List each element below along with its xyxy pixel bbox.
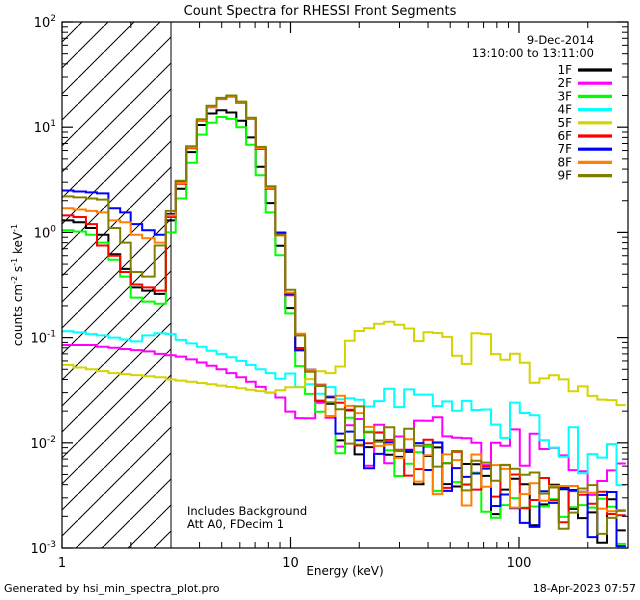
- y-label-exp2: -1: [10, 258, 19, 266]
- svg-text:counts cm-2 s-1 keV-1: counts cm-2 s-1 keV-1: [10, 224, 25, 346]
- legend-label-4F: 4F: [557, 103, 572, 117]
- y-tick-label: 102: [34, 14, 56, 31]
- legend-label-5F: 5F: [557, 116, 572, 130]
- y-tick-label: 10-1: [30, 330, 56, 347]
- footer-generator: Generated by hsi_min_spectra_plot.pro: [4, 582, 220, 595]
- plot-frame: [61, 21, 629, 549]
- legend-label-9F: 9F: [557, 169, 572, 183]
- note-includes-background: Includes Background: [187, 504, 307, 518]
- y-tick-label: 10-3: [30, 540, 56, 557]
- legend-label-7F: 7F: [557, 142, 572, 156]
- axis-ticks: [61, 21, 629, 549]
- series-line-5F: [62, 320, 626, 407]
- series-line-4F: [62, 330, 626, 487]
- page-title: Count Spectra for RHESSI Front Segments: [184, 4, 457, 19]
- series-line-9F: [62, 94, 626, 535]
- legend-label-2F: 2F: [557, 76, 572, 90]
- y-tick-label: 101: [34, 119, 56, 136]
- y-tick-labels: 102 101 100 10-1 10-2 10-3: [30, 14, 56, 557]
- y-label-exp1: -2: [10, 276, 19, 284]
- x-tick-labels: 1 10 100: [58, 556, 532, 571]
- y-label-mid: s: [11, 266, 25, 276]
- legend-label-1F: 1F: [557, 63, 572, 77]
- y-label-base: counts cm: [11, 284, 25, 346]
- y-tick-label: 100: [34, 224, 57, 241]
- y-label-exp3: -1: [10, 224, 19, 232]
- legend-label-8F: 8F: [557, 155, 572, 169]
- series-line-2F: [62, 344, 626, 496]
- y-tick-label: 10-2: [30, 435, 56, 452]
- x-tick-label: 1: [58, 556, 66, 571]
- y-label-mid2: keV: [11, 231, 25, 258]
- annotation-date: 9-Dec-2014: [527, 33, 594, 47]
- y-axis-label: counts cm-2 s-1 keV-1: [10, 224, 25, 346]
- x-tick-label: 10: [282, 556, 299, 571]
- legend-label-6F: 6F: [557, 129, 572, 143]
- x-axis-label: Energy (keV): [306, 564, 383, 578]
- annotation-time-range: 13:10:00 to 13:11:00: [472, 46, 594, 60]
- excluded-band-hatch: [62, 22, 171, 548]
- data-series-layer: [62, 94, 626, 548]
- note-attenuator: Att A0, FDecim 1: [187, 517, 284, 531]
- x-tick-label: 100: [507, 556, 532, 571]
- legend-label-3F: 3F: [557, 89, 572, 103]
- footer-timestamp: 18-Apr-2023 07:57: [533, 582, 636, 595]
